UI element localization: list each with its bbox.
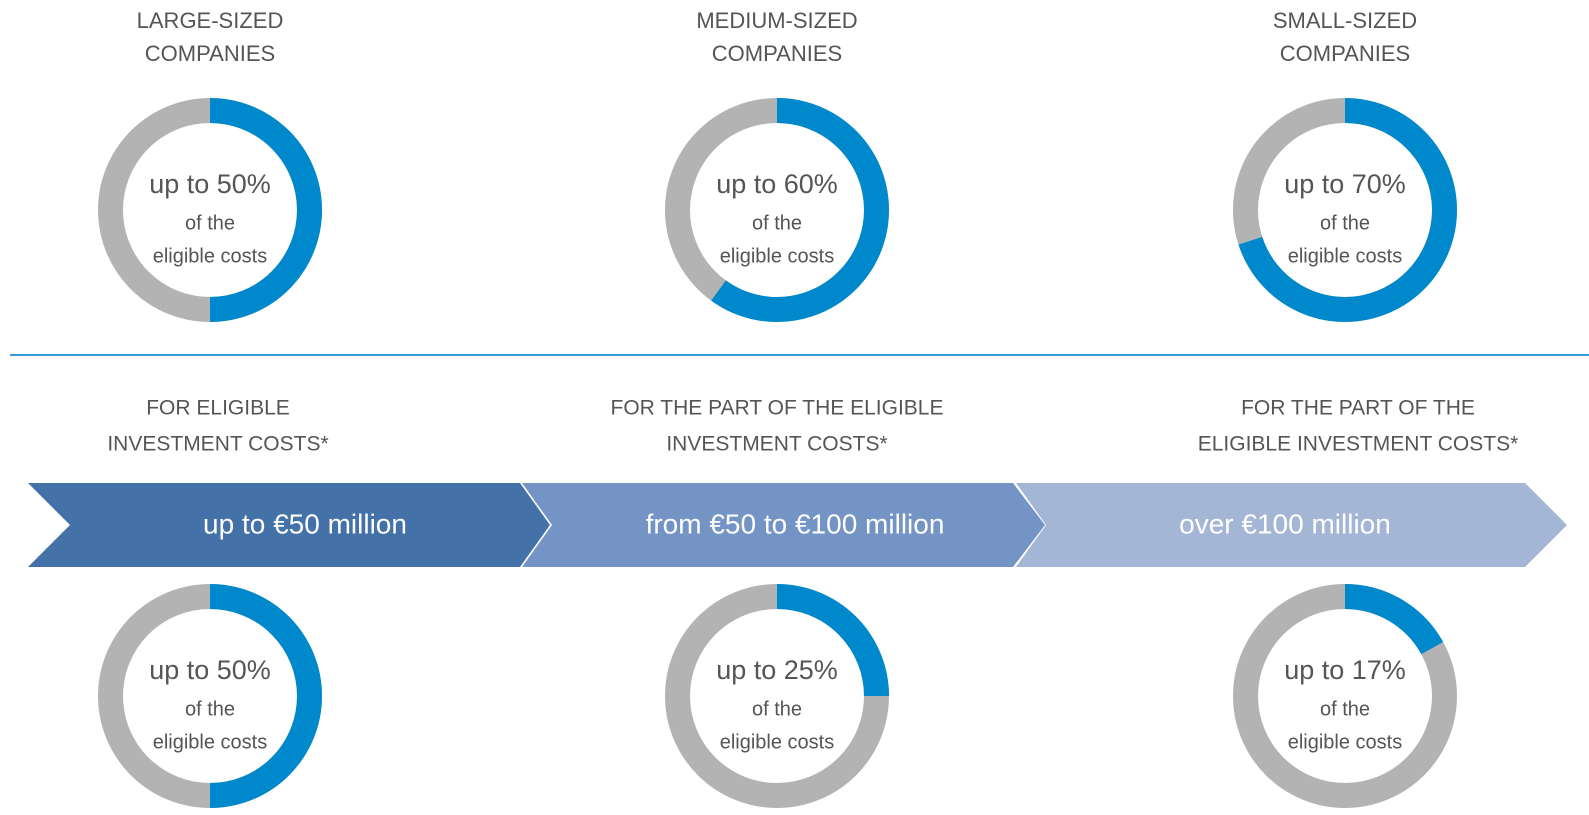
donut-caption: eligible costs [1288, 245, 1403, 267]
group-heading: COMPANIES [1280, 41, 1410, 66]
range-heading: FOR THE PART OF THE [1241, 397, 1475, 420]
range-heading: FOR THE PART OF THE ELIGIBLE [611, 397, 944, 420]
donut-caption: of the [185, 698, 235, 720]
donut-caption: eligible costs [1288, 731, 1403, 753]
donut-label: up to 25% [716, 655, 838, 685]
donut-share [1238, 98, 1457, 322]
donut-caption: of the [752, 212, 802, 234]
donut-share [209, 584, 322, 808]
group-heading: MEDIUM-SIZED [696, 8, 857, 33]
donut-label: up to 17% [1284, 655, 1406, 685]
range-heading: INVESTMENT COSTS* [666, 433, 887, 456]
donut-label: up to 60% [716, 169, 838, 199]
range-text: over €100 million [1179, 508, 1391, 539]
range-text: up to €50 million [203, 508, 407, 539]
donut-share [711, 98, 889, 322]
range-heading: FOR ELIGIBLE [146, 397, 290, 420]
group-heading: LARGE-SIZED [137, 8, 284, 33]
donut-share [1344, 584, 1444, 655]
range-heading: INVESTMENT COSTS* [107, 433, 328, 456]
donut-caption: eligible costs [720, 731, 835, 753]
donut-share [776, 584, 889, 697]
donut-caption: of the [185, 212, 235, 234]
range-text: from €50 to €100 million [646, 508, 945, 539]
donut-label: up to 50% [149, 655, 271, 685]
range-arrow [28, 483, 550, 567]
group-heading: COMPANIES [145, 41, 275, 66]
donut-caption: eligible costs [720, 245, 835, 267]
donut-caption: of the [1320, 212, 1370, 234]
range-arrow [522, 483, 1045, 567]
donut-label: up to 70% [1284, 169, 1406, 199]
range-arrow [1016, 483, 1567, 567]
group-heading: SMALL-SIZED [1273, 8, 1417, 33]
donut-share [209, 98, 322, 322]
donut-caption: eligible costs [153, 731, 268, 753]
donut-caption: eligible costs [153, 245, 268, 267]
range-heading: ELIGIBLE INVESTMENT COSTS* [1198, 433, 1519, 456]
donut-caption: of the [752, 698, 802, 720]
donut-caption: of the [1320, 698, 1370, 720]
donut-label: up to 50% [149, 169, 271, 199]
group-heading: COMPANIES [712, 41, 842, 66]
